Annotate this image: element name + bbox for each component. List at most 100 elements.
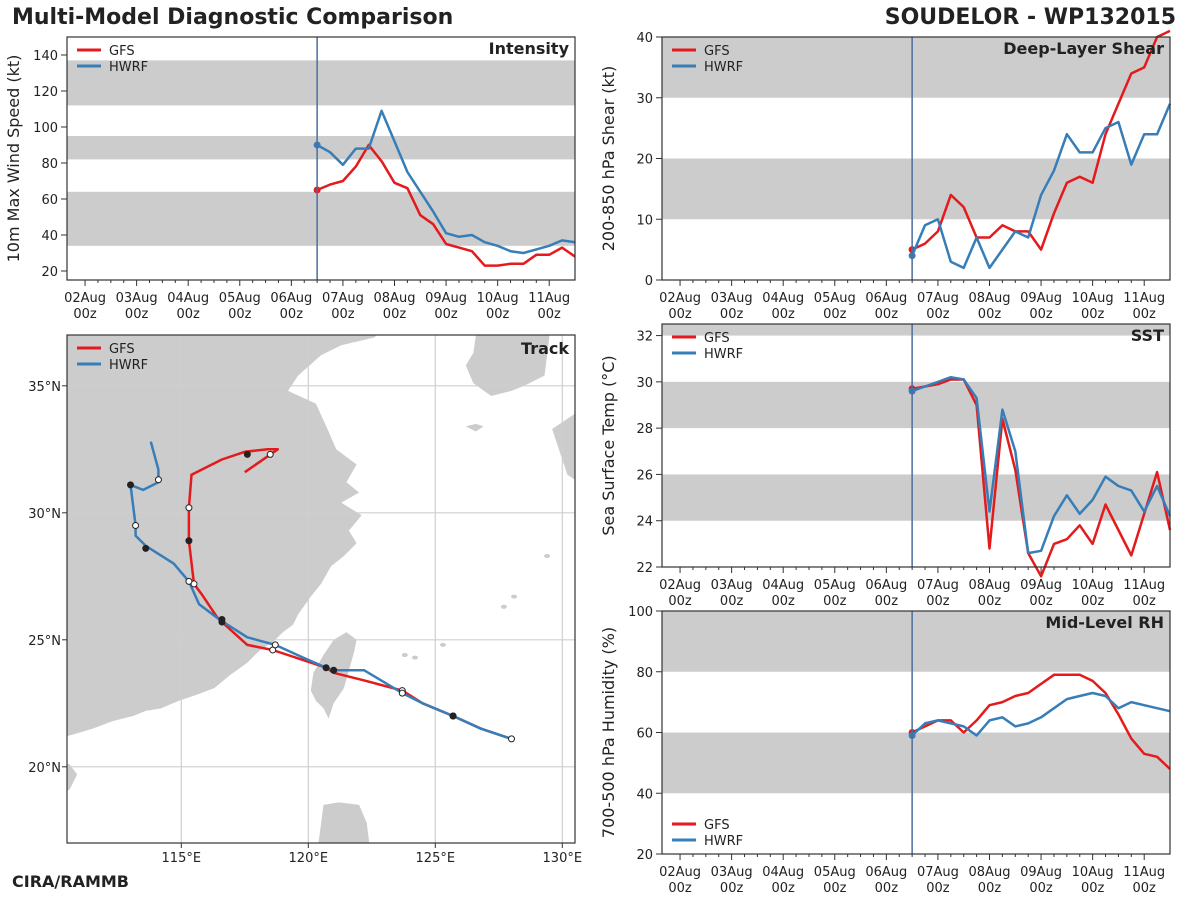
track-ytick-label: 30°N [28, 507, 61, 522]
sst-xtick-label: 02Aug [659, 578, 701, 593]
shear-legend-label-hwrf: HWRF [704, 60, 743, 75]
sst-xtick-label: 00z [823, 594, 847, 609]
sst-ytick-label: 30 [636, 376, 653, 391]
track-marker-hwrf-00z [142, 544, 150, 552]
intensity-ytick-label: 20 [41, 265, 58, 280]
intensity-xtick-label: 00z [125, 307, 149, 322]
rh-xtick-label: 07Aug [917, 865, 959, 880]
small-island [500, 604, 507, 609]
intensity-xtick-label: 00z [228, 307, 252, 322]
shear-xtick-label: 08Aug [969, 291, 1011, 306]
sst-panel-title: SST [1131, 326, 1164, 345]
track-xtick-label: 130°E [543, 851, 583, 866]
intensity-xtick-label: 10Aug [477, 291, 519, 306]
shear-panel-title: Deep-Layer Shear [1003, 39, 1164, 58]
sst-band [662, 324, 1170, 336]
track-marker-hwrf-12z [132, 522, 140, 529]
shear-xtick-label: 04Aug [762, 291, 804, 306]
track-marker-hwrf-12z [398, 689, 406, 697]
intensity-xtick-label: 00z [434, 307, 458, 322]
rh-ytick-label: 100 [628, 605, 653, 620]
rh-legend-label-hwrf: HWRF [704, 834, 743, 849]
intensity-series-gfs [316, 143, 576, 267]
sst-xtick-label: 00z [1081, 594, 1105, 609]
rh-xtick-label: 10Aug [1072, 865, 1114, 880]
page-title: Multi-Model Diagnostic Comparison [12, 5, 454, 30]
sst-xtick-label: 00z [926, 594, 950, 609]
track-marker-hwrf-12z [508, 735, 515, 743]
rh-xtick-label: 00z [668, 881, 692, 896]
intensity-frame [66, 36, 576, 281]
rh-xtick-label: 00z [1029, 881, 1053, 896]
shear-xtick-label: 05Aug [814, 291, 856, 306]
shear-band [662, 37, 1170, 98]
shear-series-hwrf [910, 103, 1172, 270]
rh-xtick-label: 00z [1081, 881, 1105, 896]
rh-band [662, 611, 1170, 672]
hainan-island [67, 763, 78, 791]
intensity-band [67, 191, 575, 246]
intensity-ytick-label: 60 [41, 193, 58, 208]
rh-xtick-label: 09Aug [1020, 865, 1062, 880]
small-island [544, 553, 551, 558]
track-marker-gfs-00z [185, 537, 193, 545]
track-ytick-label: 25°N [28, 634, 61, 649]
intensity-ylabel: 10m Max Wind Speed (kt) [4, 55, 23, 263]
small-island [511, 594, 518, 599]
sst-xtick-label: 00z [978, 594, 1002, 609]
sst-xtick-label: 09Aug [1020, 578, 1062, 593]
intensity-xtick-label: 09Aug [425, 291, 467, 306]
korean-peninsula [460, 335, 550, 396]
track-ytick-label: 35°N [28, 380, 61, 395]
shear-xtick-label: 00z [772, 307, 796, 322]
shear-xtick-label: 03Aug [711, 291, 753, 306]
intensity-xtick-label: 00z [486, 307, 510, 322]
shear-xtick-label: 07Aug [917, 291, 959, 306]
rh-xtick-label: 11Aug [1123, 865, 1165, 880]
sst-legend-label-hwrf: HWRF [704, 347, 743, 362]
track-xtick-label: 125°E [416, 851, 456, 866]
sst-xtick-label: 00z [668, 594, 692, 609]
sst-xtick-label: 00z [1029, 594, 1053, 609]
rh-frame [661, 610, 1171, 855]
jeju-island [465, 423, 484, 432]
intensity-ytick-label: 40 [41, 229, 58, 244]
shear-xtick-label: 09Aug [1020, 291, 1062, 306]
track-marker-gfs-00z [243, 450, 251, 458]
track-marker-hwrf-00z [127, 481, 134, 489]
track-xtick-label: 115°E [162, 851, 202, 866]
track-frame [66, 334, 576, 844]
small-island [401, 653, 408, 658]
track-xtick-label: 120°E [289, 851, 329, 866]
shear-xtick-label: 00z [1081, 307, 1105, 322]
track-marker-gfs-12z [266, 450, 274, 458]
rh-xtick-label: 08Aug [969, 865, 1011, 880]
rh-band [662, 732, 1170, 794]
track-marker-gfs-00z [322, 664, 330, 672]
intensity-xtick-label: 00z [383, 307, 407, 322]
intensity-series-hwrf [316, 109, 576, 255]
rh-xtick-label: 00z [1133, 881, 1157, 896]
rh-legend-label-gfs: GFS [704, 818, 730, 833]
sst-xtick-label: 11Aug [1123, 578, 1165, 593]
intensity-ytick-label: 80 [41, 157, 58, 172]
shear-xtick-label: 00z [823, 307, 847, 322]
track-marker-gfs-12z [185, 504, 193, 512]
rh-panel-title: Mid-Level RH [1045, 613, 1164, 632]
track-map-area [67, 335, 575, 843]
intensity-xtick-label: 00z [331, 307, 355, 322]
intensity-xtick-label: 03Aug [116, 291, 158, 306]
intensity-xtick-label: 00z [280, 307, 304, 322]
sst-xtick-label: 00z [772, 594, 796, 609]
sst-ytick-label: 28 [636, 422, 653, 437]
shear-xtick-label: 00z [1029, 307, 1053, 322]
intensity-xtick-label: 07Aug [322, 291, 364, 306]
rh-xtick-label: 00z [823, 881, 847, 896]
sst-ylabel: Sea Surface Temp (°C) [599, 355, 618, 535]
credit-label: CIRA/RAMMB [12, 872, 129, 891]
shear-xtick-label: 00z [978, 307, 1002, 322]
track-marker-hwrf-12z [271, 641, 279, 649]
intensity-legend-label-gfs: GFS [109, 44, 135, 59]
rh-ytick-label: 20 [636, 848, 653, 863]
